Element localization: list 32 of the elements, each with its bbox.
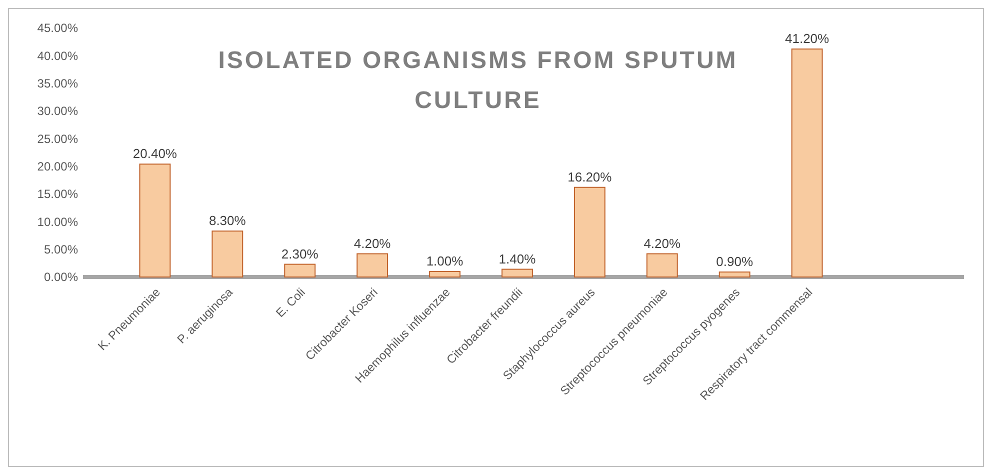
data-label: 4.20%: [644, 236, 681, 251]
y-tick-label: 30.00%: [37, 104, 78, 118]
bar: [646, 253, 678, 278]
bar: [356, 253, 388, 278]
x-tick-label: E. Coli: [273, 285, 308, 320]
bar: [429, 270, 460, 278]
data-label: 1.40%: [498, 251, 536, 266]
bar: [502, 268, 533, 278]
bar: [574, 186, 606, 278]
data-label: 41.20%: [785, 31, 830, 46]
data-label: 16.20%: [568, 169, 612, 184]
data-label: 20.40%: [132, 146, 178, 162]
y-tick-label: 40.00%: [37, 48, 78, 63]
y-tick-label: 5.00%: [44, 242, 78, 257]
y-tick-label: 0.00%: [44, 270, 78, 284]
data-label: 4.20%: [354, 236, 392, 251]
data-label: 1.00%: [426, 253, 464, 268]
y-tick-label: 20.00%: [37, 160, 78, 174]
bar: [791, 48, 823, 278]
bar: [718, 272, 750, 278]
y-tick-label: 10.00%: [37, 214, 78, 229]
y-tick-label: 35.00%: [37, 76, 78, 91]
text: ISOLATED ORGANISMS FROM SPUTUM CULTURE: [218, 47, 738, 114]
y-tick-label: 25.00%: [37, 132, 78, 146]
data-label: 2.30%: [281, 246, 319, 262]
bar: [284, 264, 316, 278]
bar: [212, 230, 244, 278]
bar: [139, 164, 171, 278]
y-tick-label: 45.00%: [37, 21, 78, 36]
y-tick-label: 15.00%: [37, 187, 78, 202]
data-label: 0.90%: [716, 254, 754, 270]
data-label: 8.30%: [208, 213, 246, 228]
